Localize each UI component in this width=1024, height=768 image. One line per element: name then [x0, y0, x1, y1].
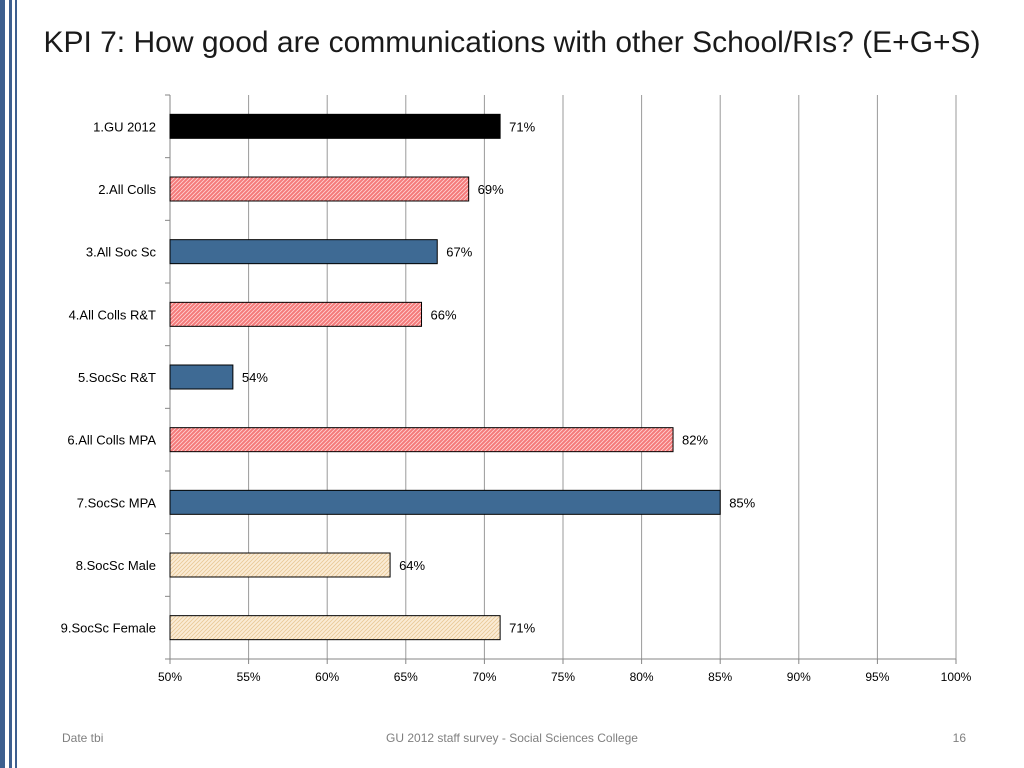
data-label: 64% [399, 558, 425, 573]
category-label: 2.All Colls [98, 182, 156, 197]
x-tick-label: 70% [472, 670, 496, 684]
x-tick-label: 75% [551, 670, 575, 684]
category-label: 1.GU 2012 [93, 119, 156, 134]
bar [169, 176, 470, 202]
page-number: 16 [952, 731, 966, 745]
category-label: 4.All Colls R&T [69, 307, 156, 322]
bar [169, 301, 423, 327]
edge-stripe [0, 0, 5, 768]
x-tick-label: 65% [394, 670, 418, 684]
x-tick-label: 60% [315, 670, 339, 684]
bar [169, 239, 438, 265]
edge-stripe [15, 0, 17, 768]
data-label: 69% [478, 182, 504, 197]
category-label: 8.SocSc Male [76, 558, 156, 573]
bar [169, 615, 501, 641]
category-label: 3.All Soc Sc [86, 245, 157, 260]
data-label: 66% [431, 307, 457, 322]
x-tick-label: 80% [630, 670, 654, 684]
category-label: 6.All Colls MPA [67, 433, 156, 448]
category-label: 5.SocSc R&T [78, 370, 156, 385]
category-label: 9.SocSc Female [61, 621, 156, 636]
data-label: 82% [682, 433, 708, 448]
x-tick-label: 55% [237, 670, 261, 684]
bar [169, 427, 674, 453]
bar-layer [169, 113, 721, 641]
label-layer: 50% 55% 60% 65% 70% 75% 80% 85% 90% 95% 100% 1.GU 2… [61, 119, 972, 684]
bar [169, 489, 721, 515]
data-label: 85% [729, 495, 755, 510]
slide-title: KPI 7: How good are communications with … [43, 26, 981, 59]
x-tick-label: 85% [708, 670, 732, 684]
bar [169, 113, 501, 139]
footer-source: GU 2012 staff survey - Social Sciences C… [386, 731, 638, 745]
data-label: 71% [509, 119, 535, 134]
data-label: 71% [509, 621, 535, 636]
category-label: 7.SocSc MPA [77, 495, 157, 510]
footer-date: Date tbi [62, 731, 104, 745]
bar [169, 552, 391, 578]
bar [169, 364, 234, 390]
data-label: 54% [242, 370, 268, 385]
x-tick-label: 50% [158, 670, 182, 684]
edge-stripe [9, 0, 12, 768]
x-tick-label: 95% [865, 670, 889, 684]
x-tick-label: 90% [787, 670, 811, 684]
x-tick-label: 100% [941, 670, 972, 684]
data-label: 67% [446, 245, 472, 260]
